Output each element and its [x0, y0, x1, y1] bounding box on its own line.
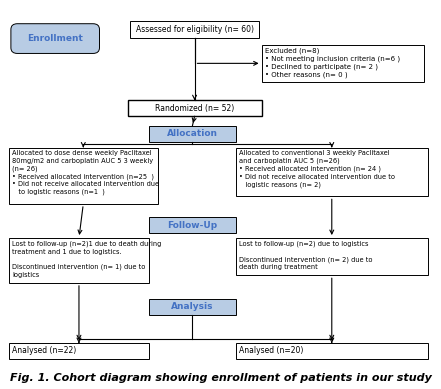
FancyBboxPatch shape: [149, 299, 235, 315]
FancyBboxPatch shape: [235, 147, 428, 196]
Text: Lost to follow-up (n=2) due to logistics

Discontinued intervention (n= 2) due t: Lost to follow-up (n=2) due to logistics…: [239, 241, 373, 270]
FancyBboxPatch shape: [235, 238, 428, 275]
FancyBboxPatch shape: [130, 21, 259, 38]
Text: Allocation: Allocation: [167, 130, 218, 138]
FancyBboxPatch shape: [235, 343, 428, 359]
Text: Allocated to dose dense weekly Paclitaxel
80mg/m2 and carboplatin AUC 5 3 weekly: Allocated to dose dense weekly Paclitaxe…: [12, 150, 159, 195]
Text: Enrollment: Enrollment: [27, 34, 83, 43]
Text: Analysed (n=20): Analysed (n=20): [239, 346, 303, 355]
FancyBboxPatch shape: [9, 343, 149, 359]
Text: Analysis: Analysis: [171, 302, 213, 311]
Text: Allocated to conventional 3 weekly Paclitaxel
and carboplatin AUC 5 (n=26)
• Rec: Allocated to conventional 3 weekly Pacli…: [239, 150, 395, 188]
Text: Assessed for eligibility (n= 60): Assessed for eligibility (n= 60): [135, 25, 254, 34]
FancyBboxPatch shape: [262, 45, 424, 82]
FancyBboxPatch shape: [9, 147, 158, 204]
FancyBboxPatch shape: [127, 100, 262, 116]
Text: Fig. 1. Cohort diagram showing enrollment of patients in our study: Fig. 1. Cohort diagram showing enrollmen…: [10, 373, 431, 383]
Text: Follow-Up: Follow-Up: [167, 221, 217, 230]
Text: Randomized (n= 52): Randomized (n= 52): [155, 104, 234, 113]
FancyBboxPatch shape: [149, 217, 235, 233]
FancyBboxPatch shape: [149, 126, 235, 142]
Text: Analysed (n=22): Analysed (n=22): [12, 346, 76, 355]
FancyBboxPatch shape: [11, 24, 100, 53]
FancyBboxPatch shape: [9, 238, 149, 283]
Text: Excluded (n=8)
• Not meeting inclusion criteria (n=6 )
• Declined to participate: Excluded (n=8) • Not meeting inclusion c…: [265, 47, 400, 78]
Text: Lost to follow-up (n=2)1 due to death during
treatment and 1 due to logistics.

: Lost to follow-up (n=2)1 due to death du…: [12, 241, 161, 278]
